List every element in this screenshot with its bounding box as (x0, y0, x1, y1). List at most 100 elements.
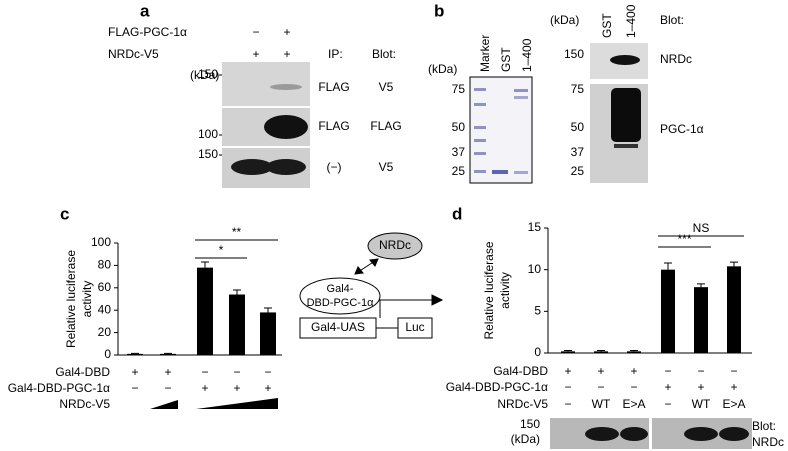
lane-sign: + (664, 380, 671, 394)
lane-sign: E>A (622, 397, 645, 411)
lane-sign: + (283, 47, 290, 61)
lane-sign: − (630, 380, 637, 394)
marker-label: 150 (198, 147, 218, 161)
blot-label: FLAG (370, 119, 401, 133)
lane-sign: − (131, 381, 138, 395)
error-bar (564, 350, 572, 352)
blot-header: Blot: (372, 47, 396, 61)
y-tick-label: 80 (98, 258, 112, 272)
panel-label: d (452, 204, 462, 223)
y-tick-label: 40 (98, 302, 112, 316)
lane-sign: − (201, 365, 208, 379)
node-label: DBD-PGC-1α (307, 297, 375, 309)
error-bar (233, 289, 241, 295)
panel-label: b (434, 1, 444, 20)
lane-label: Marker (478, 35, 492, 72)
blot-label: V5 (379, 160, 394, 174)
lane-sign: + (730, 380, 737, 394)
ip-label: FLAG (318, 119, 349, 133)
lane-sign: − (264, 365, 271, 379)
condition-label: Gal4-DBD (493, 364, 548, 378)
lane-sign: + (131, 365, 138, 379)
wedge (150, 400, 178, 409)
blot-label: NRDc (660, 52, 692, 66)
lane-sign: + (264, 381, 271, 395)
ip-label: (−) (327, 160, 342, 174)
error-bar (264, 307, 272, 313)
lane-sign: − (597, 380, 604, 394)
blot-label: V5 (379, 80, 394, 94)
condition-label: NRDc-V5 (497, 397, 548, 411)
bar (260, 312, 276, 355)
blot-a (222, 62, 310, 188)
kda-label: (kDa) (190, 68, 219, 82)
y-tick-label: 10 (528, 262, 542, 276)
marker-label: 37 (452, 145, 466, 159)
bar (694, 287, 708, 353)
error-bar (201, 261, 209, 268)
lane-sign: − (564, 397, 571, 411)
condition-label: Gal4-DBD-PGC-1α (446, 380, 548, 394)
lane-sign: WT (692, 397, 711, 411)
error-bar (630, 350, 638, 352)
bar (594, 351, 608, 353)
lane-sign: + (283, 25, 290, 39)
node-label: Gal4- (327, 283, 354, 295)
lane-sign: E>A (722, 397, 745, 411)
lane-sign: − (564, 380, 571, 394)
y-tick-label: 0 (104, 347, 111, 361)
y-tick-label: 15 (528, 220, 542, 234)
blot-label: NRDc (752, 435, 784, 449)
bar (727, 266, 741, 353)
lane-label: 1–400 (624, 4, 638, 38)
blot-b (590, 43, 648, 183)
kda-label: (kDa) (550, 13, 579, 27)
error-bar (697, 283, 705, 288)
lane-label: 1–400 (520, 38, 534, 72)
y-axis-label: activity (80, 281, 94, 318)
marker-label: 100 (198, 127, 218, 141)
blot-label: PGC-1α (660, 122, 704, 136)
bar (197, 267, 213, 355)
marker-label: 75 (571, 82, 585, 96)
bar (661, 269, 675, 353)
marker-label: 25 (571, 164, 585, 178)
panel-label: a (140, 1, 150, 20)
marker-label: 37 (571, 145, 585, 159)
blot-d (550, 418, 752, 449)
lane-sign: − (730, 364, 737, 378)
condition-label: FLAG-PGC-1α (108, 25, 187, 39)
condition-label: NRDc-V5 (108, 47, 159, 61)
lane-sign: − (664, 364, 671, 378)
y-tick-label: 100 (91, 235, 111, 249)
significance-label: * (219, 243, 224, 257)
kda-label: (kDa) (511, 432, 540, 446)
lane-sign: + (630, 364, 637, 378)
lane-sign: + (597, 364, 604, 378)
y-tick-label: 20 (98, 325, 112, 339)
condition-label: Gal4-DBD-PGC-1α (8, 381, 110, 395)
lane-sign: WT (592, 397, 611, 411)
node-label: NRDc (379, 238, 411, 252)
lane-sign: + (164, 365, 171, 379)
diagram (299, 232, 444, 339)
y-tick-label: 60 (98, 280, 112, 294)
lane-sign: − (697, 364, 704, 378)
error-bar (597, 350, 605, 352)
marker-label: 150 (520, 417, 540, 431)
ip-label: FLAG (318, 80, 349, 94)
blot-header: Blot: (752, 419, 776, 433)
marker-label: 75 (452, 82, 466, 96)
lane-sign: + (564, 364, 571, 378)
marker-label: 150 (198, 67, 218, 81)
bar (561, 351, 575, 353)
y-axis-label: Relative luciferase (64, 250, 78, 348)
marker-label: 150 (564, 47, 584, 61)
bar (229, 294, 245, 355)
wedge (196, 398, 278, 409)
significance-label: *** (677, 232, 691, 246)
marker-label: 50 (571, 120, 585, 134)
lane-label: GST (600, 13, 614, 38)
lane-sign: + (201, 381, 208, 395)
